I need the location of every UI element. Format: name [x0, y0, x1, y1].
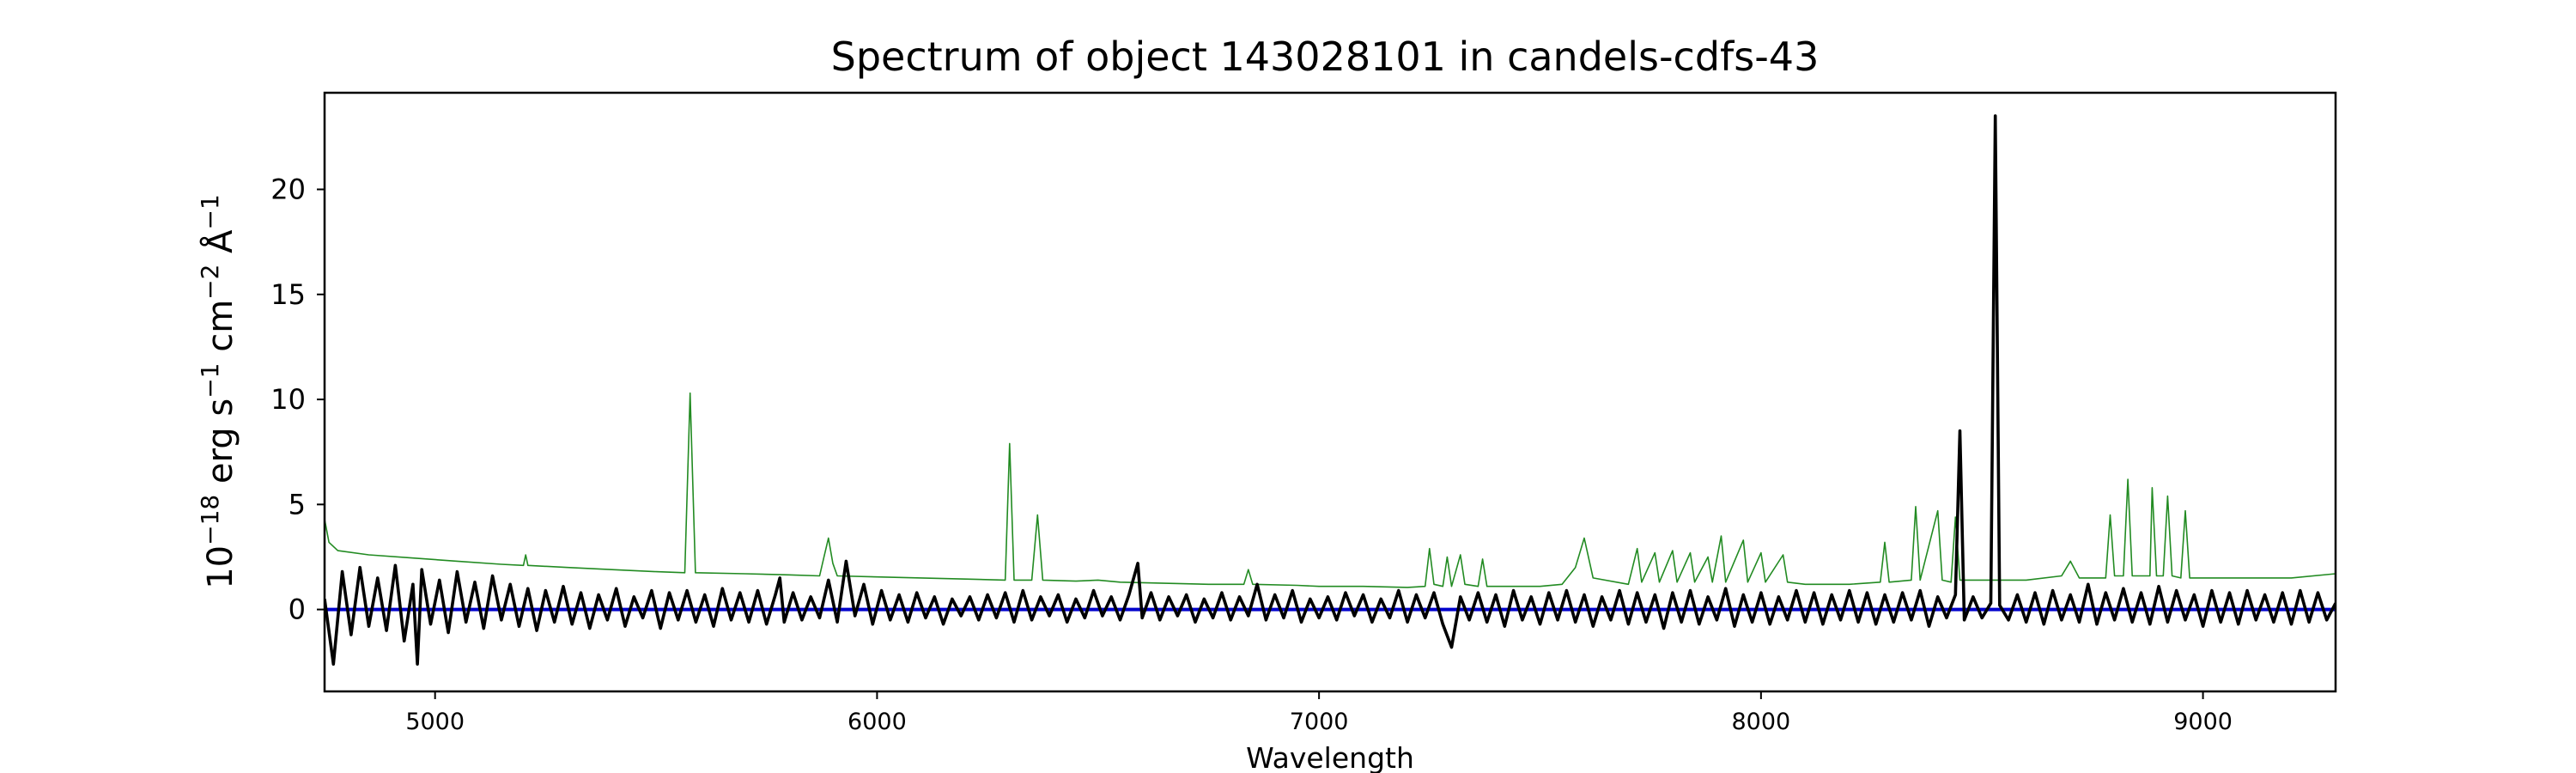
x-axis-label: Wavelength — [1246, 741, 1414, 773]
x-tick-label: 9000 — [2173, 709, 2233, 735]
y-label-unit: cm — [201, 300, 240, 363]
y-tick-label: 10 — [270, 383, 306, 416]
x-tick-label: 6000 — [848, 709, 907, 735]
y-tick-label: 20 — [270, 173, 306, 205]
y-label-unit: Å — [199, 229, 240, 265]
y-tick-label: 5 — [289, 488, 306, 520]
y-axis-label: 10−18 erg s−1 cm−2 Å−1 — [196, 194, 240, 589]
y-label-exponent: −1 — [196, 363, 224, 399]
chart-title: Spectrum of object 143028101 in candels-… — [831, 33, 1820, 80]
x-axis: 5000 6000 7000 8000 9000 — [405, 691, 2233, 735]
y-tick-label: 15 — [270, 278, 306, 311]
y-label-exponent: −2 — [196, 265, 224, 300]
x-tick-label: 8000 — [1731, 709, 1790, 735]
flux-spectrum-line — [325, 114, 2336, 666]
y-label-exponent: −18 — [196, 495, 224, 545]
y-tick-label: 0 — [289, 593, 306, 626]
axes-frame — [323, 91, 2337, 693]
y-label-unit: erg s — [201, 399, 240, 495]
plot-area — [325, 114, 2336, 666]
y-axis: 0 5 10 15 20 — [270, 173, 325, 626]
x-tick-label: 5000 — [405, 709, 465, 735]
y-label-exponent: −1 — [196, 194, 224, 229]
x-tick-label: 7000 — [1290, 709, 1349, 735]
y-label-base: 10 — [201, 545, 240, 589]
sky-spectrum-line — [325, 392, 2336, 588]
